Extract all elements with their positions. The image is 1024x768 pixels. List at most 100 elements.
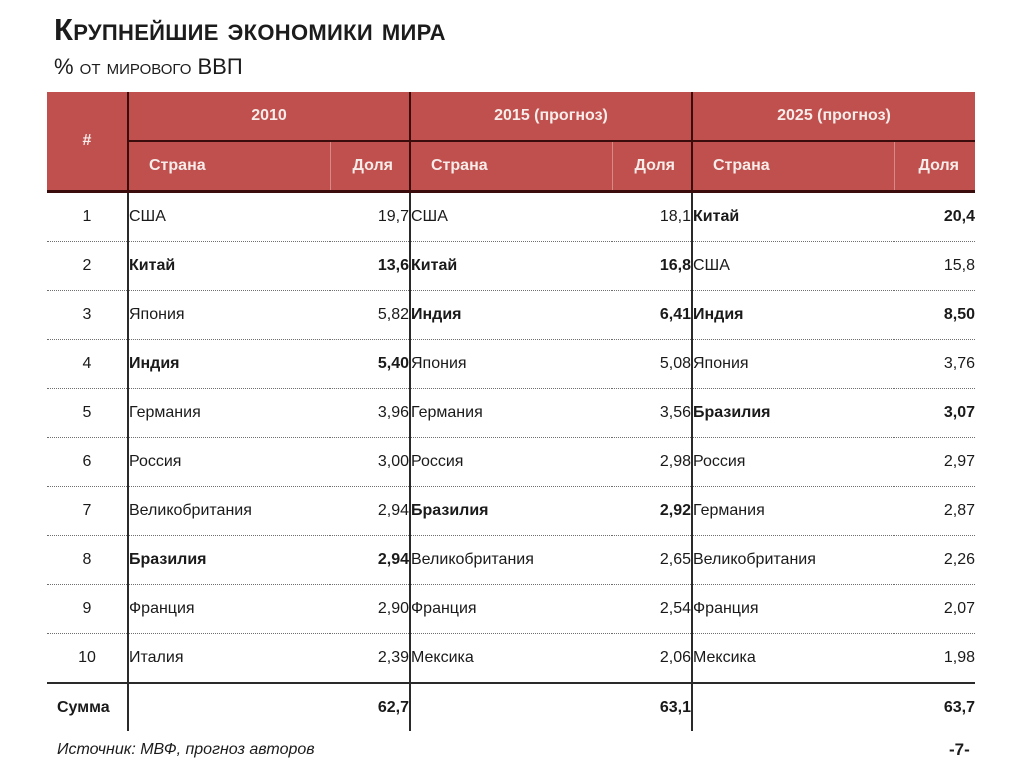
country-cell: Франция	[127, 584, 330, 634]
share-cell: 2,07	[894, 584, 975, 634]
economies-table: # 2010 2015 (прогноз) 2025 (прогноз) Стр…	[47, 92, 975, 731]
share-cell: 13,6	[330, 241, 410, 291]
table-row: 4 Индия 5,40 Япония 5,08 Япония 3,76	[47, 339, 975, 389]
table-row: 3 Япония 5,82 Индия 6,41 Индия 8,50	[47, 290, 975, 340]
share-cell: 20,4	[894, 191, 975, 242]
country-cell: Мексика	[691, 633, 894, 684]
share-cell: 2,06	[612, 633, 692, 684]
share-cell: 3,00	[330, 437, 410, 487]
share-cell: 2,97	[894, 437, 975, 487]
share-header: Доля	[612, 141, 692, 193]
share-cell: 19,7	[330, 191, 410, 242]
country-cell: Великобритания	[127, 486, 330, 536]
country-header: Страна	[691, 141, 895, 193]
table-row: 2 Китай 13,6 Китай 16,8 США 15,8	[47, 241, 975, 291]
share-cell: 3,96	[330, 388, 410, 438]
share-cell: 3,56	[612, 388, 692, 438]
country-cell: Китай	[409, 241, 612, 291]
sum-value: 63,7	[943, 698, 975, 716]
country-header: Страна	[409, 141, 613, 193]
group-header-2025: 2025 (прогноз)	[691, 92, 975, 142]
share-header: Доля	[330, 141, 410, 193]
share-cell: 16,8	[612, 241, 692, 291]
sum-empty-cell	[409, 683, 612, 731]
country-cell: Бразилия	[691, 388, 894, 438]
rank-cell: 5	[47, 388, 128, 438]
share-cell: 2,65	[612, 535, 692, 585]
country-cell: Россия	[409, 437, 612, 487]
table-row: 9 Франция 2,90 Франция 2,54 Франция 2,07	[47, 584, 975, 634]
country-cell: Германия	[409, 388, 612, 438]
rank-cell: 3	[47, 290, 128, 340]
header-row-groups: # 2010 2015 (прогноз) 2025 (прогноз)	[47, 92, 975, 193]
country-header: Страна	[127, 141, 331, 193]
table-row: 7 Великобритания 2,94 Бразилия 2,92 Германия 2…	[47, 486, 975, 536]
share-cell: 15,8	[894, 241, 975, 291]
share-cell: 8,50	[894, 290, 975, 340]
country-cell: Франция	[691, 584, 894, 634]
share-cell: 3,07	[894, 388, 975, 438]
table-row: 6 Россия 3,00 Россия 2,98 Россия 2,97	[47, 437, 975, 487]
share-cell: 6,41	[612, 290, 692, 340]
share-cell: 2,90	[330, 584, 410, 634]
rank-cell: 2	[47, 241, 128, 291]
rank-header: #	[47, 92, 128, 193]
sum-row: Сумма 62,7 63,1 63,7	[47, 683, 975, 731]
sum-empty-cell	[691, 683, 894, 731]
sum-empty-cell	[127, 683, 330, 731]
country-cell: Россия	[691, 437, 894, 487]
table-body: 1 США 19,7 США 18,1 Китай 20,4 2 Китай 13,6 Китай 1…	[47, 191, 975, 731]
share-cell: 2,87	[894, 486, 975, 536]
country-cell: Германия	[127, 388, 330, 438]
share-cell: 3,76	[894, 339, 975, 389]
page-subtitle: % от мирового ВВП	[54, 54, 243, 79]
share-cell: 5,40	[330, 339, 410, 389]
rank-cell: 8	[47, 535, 128, 585]
country-cell: Индия	[127, 339, 330, 389]
country-cell: Индия	[409, 290, 612, 340]
sum-value: 63,1	[659, 698, 691, 716]
country-cell: Китай	[691, 191, 894, 242]
country-cell: Италия	[127, 633, 330, 684]
share-cell: 18,1	[612, 191, 692, 242]
page-number: -7-	[949, 740, 970, 759]
share-header: Доля	[894, 141, 975, 193]
rank-cell: 6	[47, 437, 128, 487]
sum-label: Сумма	[57, 698, 110, 716]
country-cell: США	[691, 241, 894, 291]
country-cell: США	[409, 191, 612, 242]
share-cell: 5,08	[612, 339, 692, 389]
country-cell: Великобритания	[691, 535, 894, 585]
share-cell: 5,82	[330, 290, 410, 340]
sum-value: 62,7	[377, 698, 409, 716]
rank-cell: 7	[47, 486, 128, 536]
share-cell: 2,98	[612, 437, 692, 487]
country-cell: Индия	[691, 290, 894, 340]
country-cell: Мексика	[409, 633, 612, 684]
country-cell: Бразилия	[127, 535, 330, 585]
country-cell: Бразилия	[409, 486, 612, 536]
country-cell: Япония	[127, 290, 330, 340]
share-cell: 2,94	[330, 535, 410, 585]
share-cell: 2,92	[612, 486, 692, 536]
share-cell: 2,39	[330, 633, 410, 684]
country-cell: Россия	[127, 437, 330, 487]
share-cell: 2,54	[612, 584, 692, 634]
country-cell: Япония	[691, 339, 894, 389]
group-header-2015: 2015 (прогноз)	[409, 92, 692, 142]
country-cell: США	[127, 191, 330, 242]
rank-cell: 10	[47, 633, 128, 684]
table-row: 8 Бразилия 2,94 Великобритания 2,65 Великобри…	[47, 535, 975, 585]
table-row: 10 Италия 2,39 Мексика 2,06 Мексика 1,98	[47, 633, 975, 684]
country-cell: Великобритания	[409, 535, 612, 585]
country-cell: Япония	[409, 339, 612, 389]
group-header-2010: 2010	[127, 92, 410, 142]
rank-cell: 9	[47, 584, 128, 634]
header-row-columns: Страна Доля Страна Доля Страна Доля	[47, 141, 975, 193]
table-row: 1 США 19,7 США 18,1 Китай 20,4	[47, 191, 975, 242]
rank-cell: 4	[47, 339, 128, 389]
share-cell: 1,98	[894, 633, 975, 684]
share-cell: 2,26	[894, 535, 975, 585]
page-title: Крупнейшие экономики мира	[54, 12, 446, 47]
share-cell: 2,94	[330, 486, 410, 536]
